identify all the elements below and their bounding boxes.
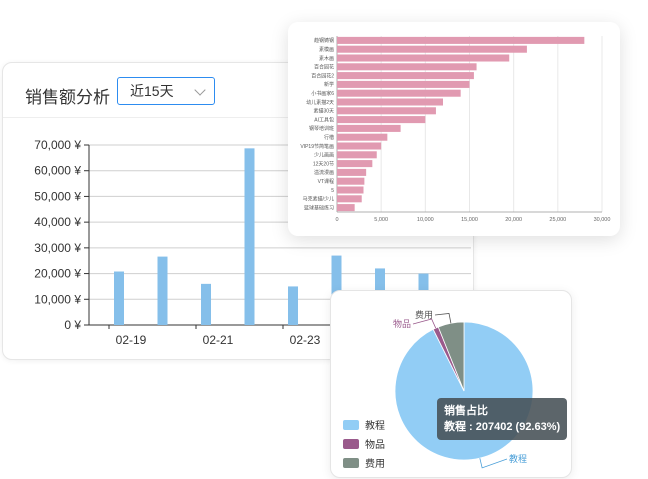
legend-label: 费用	[365, 459, 385, 470]
legend-item[interactable]: 费用	[343, 453, 385, 472]
category-label: 素描30天	[313, 108, 334, 115]
y-tick-label: 40,000 ¥	[34, 215, 81, 229]
category-label: 趋钢铸钢	[314, 37, 334, 44]
y-tick-label: 20,000 ¥	[34, 267, 81, 281]
legend-swatch	[343, 457, 359, 468]
legend-swatch	[343, 419, 359, 430]
pie-slice-label: 费用	[415, 309, 433, 320]
category-label: VT课程	[318, 178, 334, 185]
top-course-bar	[337, 54, 510, 62]
x-tick-label: 02-23	[290, 333, 321, 347]
divider	[3, 117, 473, 118]
pie-tooltip: 销售占比 教程 : 207402 (92.63%)	[437, 398, 568, 440]
y-tick-label: 50,000 ¥	[34, 189, 81, 203]
top-course-bar	[337, 142, 382, 150]
top-course-bar	[337, 195, 362, 203]
sales-bar-chart: 0 ¥ 10,000 ¥ 20,000 ¥ 30,000 ¥ 40,000 ¥ 50,00…	[34, 138, 471, 347]
pie-tooltip-text: 教程 : 207402 (92.63%)	[444, 421, 561, 433]
category-label: 钢琴培训班	[309, 125, 334, 132]
top-courses-card: 0 5,000 10,000 15,000 20,000 25,000 30,000 趋钢铸钢…	[288, 22, 620, 236]
top-course-bar	[337, 151, 377, 159]
x-tick-label: 02-21	[203, 333, 234, 347]
top-course-bar	[337, 116, 426, 124]
category-label: 素木画	[319, 55, 334, 62]
sales-share-card: 费用 物品 教程 教程 物品 费用 销售占比 教程 : 207402 (92.63%)	[330, 290, 572, 478]
top-course-bar	[337, 160, 373, 168]
x-tick-label: 02-19	[116, 333, 147, 347]
y-tick-label: 10,000 ¥	[34, 292, 81, 306]
sales-bar	[157, 256, 168, 325]
top-course-bar	[337, 89, 461, 97]
category-label: 行楷	[324, 134, 334, 141]
category-label: 溢流漫画	[314, 169, 334, 176]
sales-bar	[244, 148, 255, 325]
date-range-select[interactable]: 近15天	[117, 77, 215, 105]
top-course-bar	[337, 36, 585, 44]
top-courses-bar-chart: 0 5,000 10,000 15,000 20,000 25,000 30,000 趋钢铸钢…	[300, 36, 611, 223]
legend-item[interactable]: 教程	[343, 415, 385, 434]
x-tick-label: 15,000	[461, 217, 478, 223]
y-tick-label: 60,000 ¥	[34, 164, 81, 178]
top-course-bar	[337, 186, 364, 194]
x-tick-label: 20,000	[505, 217, 522, 223]
sales-bar	[114, 271, 124, 325]
category-label: 少儿画画	[314, 152, 334, 159]
top-course-bar	[337, 133, 388, 141]
top-course-bar	[337, 177, 365, 185]
x-tick-label: 10,000	[417, 217, 434, 223]
top-course-bar	[337, 80, 470, 88]
sales-bar	[201, 283, 211, 325]
legend-label: 物品	[365, 440, 385, 451]
top-course-bar	[337, 204, 355, 212]
pie-slice	[437, 321, 465, 392]
top-course-bar	[337, 168, 367, 176]
x-tick-label: 30,000	[594, 217, 611, 223]
x-tick-label: 0	[335, 217, 338, 223]
date-range-value: 近15天	[130, 83, 174, 99]
category-label: 素模画	[319, 46, 334, 53]
category-label: 马克素描/少儿	[303, 196, 334, 203]
sales-title: 销售额分析	[25, 88, 110, 107]
category-label: 小书画家6	[311, 90, 334, 97]
top-course-bar	[337, 98, 443, 106]
top-course-bar	[337, 107, 436, 115]
sales-bar	[288, 286, 298, 325]
category-label: 篮球基础练习	[304, 204, 334, 211]
pie-slice-label: 教程	[509, 453, 527, 464]
pie-label-line	[434, 312, 452, 324]
top-course-bar	[337, 63, 477, 71]
category-label: 百合园花	[314, 64, 334, 71]
top-course-bar	[337, 45, 527, 53]
pie-tooltip-title: 销售占比	[444, 405, 488, 417]
pie-label-line	[479, 458, 508, 469]
x-tick-label: 25,000	[549, 217, 566, 223]
y-tick-label: 70,000 ¥	[34, 138, 81, 152]
legend-swatch	[343, 438, 359, 449]
category-label: 百合园花2	[311, 72, 334, 79]
top-course-bar	[337, 124, 401, 132]
category-label: VIP19节简笔画	[300, 143, 334, 150]
category-label: 5	[331, 188, 334, 194]
category-label: AI工具包	[314, 116, 334, 123]
category-label: 幼儿素描2天	[306, 99, 334, 106]
category-label: 新学	[324, 81, 334, 88]
pie-legend: 教程 物品 费用	[343, 415, 385, 472]
category-label: 12天20节	[313, 161, 334, 167]
legend-item[interactable]: 物品	[343, 434, 385, 453]
top-course-bar	[337, 72, 474, 80]
x-tick-label: 5,000	[374, 217, 388, 223]
legend-label: 教程	[365, 421, 385, 432]
pie-label-line	[412, 318, 437, 329]
y-tick-label: 0 ¥	[64, 318, 81, 332]
y-tick-label: 30,000 ¥	[34, 241, 81, 255]
pie-slice-label: 物品	[393, 318, 411, 329]
